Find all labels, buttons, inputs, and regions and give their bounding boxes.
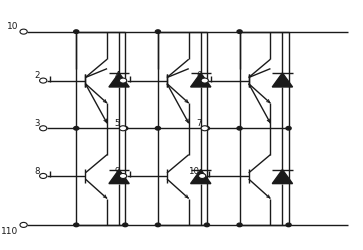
Circle shape [237,127,242,130]
Circle shape [237,31,242,34]
Circle shape [201,126,208,131]
Circle shape [40,174,47,179]
Circle shape [204,223,209,227]
Text: 6: 6 [196,71,201,80]
Text: 110: 110 [1,226,18,235]
Polygon shape [272,74,293,88]
Circle shape [40,126,47,131]
Circle shape [204,127,209,130]
Circle shape [74,223,79,227]
Polygon shape [191,74,211,88]
Circle shape [119,174,127,179]
Circle shape [286,223,291,227]
Circle shape [201,79,208,84]
Polygon shape [109,170,129,184]
Text: 8: 8 [34,166,40,175]
Circle shape [20,30,27,35]
Polygon shape [109,74,129,88]
Text: 7: 7 [196,118,201,128]
Text: 9: 9 [114,166,120,175]
Polygon shape [272,170,293,184]
Text: 4: 4 [114,71,120,80]
Circle shape [286,127,291,130]
Text: 5: 5 [114,118,120,128]
Circle shape [123,223,128,227]
Circle shape [237,223,242,227]
Text: 10: 10 [188,166,199,175]
Text: 2: 2 [34,71,40,80]
Text: 10: 10 [7,22,18,31]
Circle shape [74,31,79,34]
Circle shape [20,222,27,228]
Circle shape [119,79,127,84]
Text: 3: 3 [34,118,40,128]
Circle shape [199,174,206,179]
Polygon shape [191,170,211,184]
Circle shape [155,223,160,227]
Circle shape [40,79,47,84]
Circle shape [155,127,160,130]
Circle shape [155,31,160,34]
Circle shape [119,126,127,131]
Circle shape [123,127,128,130]
Circle shape [74,127,79,130]
